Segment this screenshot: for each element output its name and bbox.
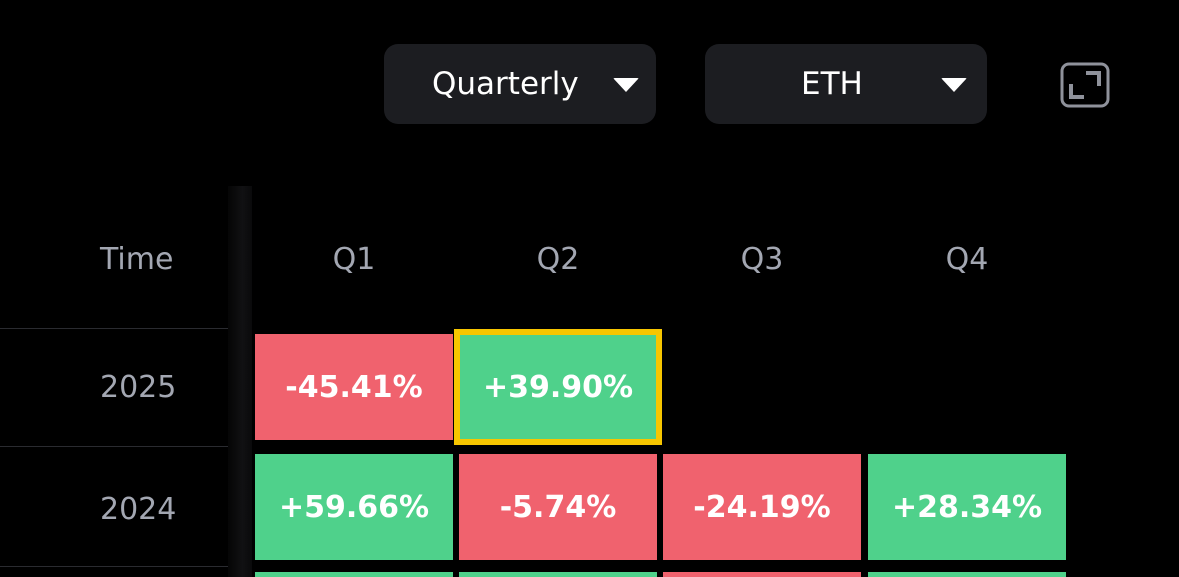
return-cell-partial[interactable] xyxy=(663,572,861,577)
q3-column-header: Q3 xyxy=(740,242,784,277)
expand-button[interactable] xyxy=(1060,62,1110,108)
expand-icon xyxy=(1060,62,1110,108)
q2-column-header: Q2 xyxy=(536,242,580,277)
row-year-label: 2024 xyxy=(100,492,177,527)
asset-dropdown-label: ETH xyxy=(801,66,863,102)
time-column-header: Time xyxy=(100,242,174,277)
return-cell-partial[interactable] xyxy=(459,572,657,577)
return-cell-2024-q3[interactable]: -24.19% xyxy=(663,454,861,560)
caret-down-icon xyxy=(941,78,967,92)
return-cell-2025-q2[interactable]: +39.90% xyxy=(454,329,662,445)
return-cell-2024-q2[interactable]: -5.74% xyxy=(459,454,657,560)
return-cell-partial[interactable] xyxy=(255,572,453,577)
period-dropdown-label: Quarterly xyxy=(432,66,579,102)
return-cell-2024-q4[interactable]: +28.34% xyxy=(868,454,1066,560)
q4-column-header: Q4 xyxy=(945,242,989,277)
return-cell-2024-q1[interactable]: +59.66% xyxy=(255,454,453,560)
row-divider xyxy=(0,328,228,329)
period-dropdown[interactable]: Quarterly xyxy=(384,44,656,124)
sticky-column-divider xyxy=(228,186,252,577)
return-cell-partial[interactable] xyxy=(868,572,1066,577)
row-divider xyxy=(0,566,228,567)
return-cell-2025-q1[interactable]: -45.41% xyxy=(255,334,453,440)
caret-down-icon xyxy=(613,78,639,92)
q1-column-header: Q1 xyxy=(332,242,376,277)
asset-dropdown[interactable]: ETH xyxy=(705,44,987,124)
row-divider xyxy=(0,446,228,447)
row-year-label: 2025 xyxy=(100,370,177,405)
